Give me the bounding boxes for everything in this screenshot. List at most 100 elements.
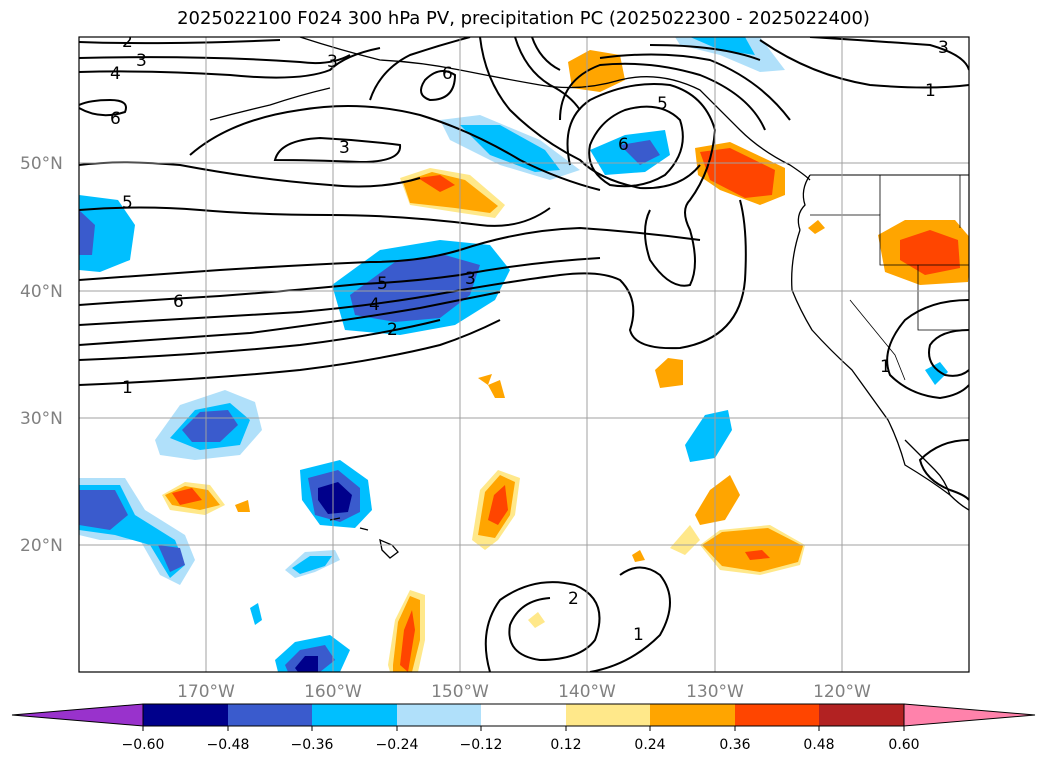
lat-label-30n: 30°N [20,409,63,429]
pv-contour [189,105,601,191]
pv-contour [599,53,791,121]
pv-contour [79,319,441,361]
precip-negative-anomalies [79,37,948,672]
precip-shade [418,175,455,192]
precip-shade [79,490,128,530]
pv-contour [589,566,671,672]
precip-shade [250,603,262,625]
colorbar: −0.60 −0.48 −0.36 −0.24 −0.12 0.12 0.24 … [11,703,1036,753]
pv-contour [566,83,717,287]
pv-contour [918,439,969,501]
colorbar-segment [650,704,735,726]
pv-contour [79,257,601,306]
colorbar-segment [143,704,228,726]
contour-label: 3 [938,38,949,58]
hawaii-islands [329,517,399,559]
precip-shade [158,545,185,572]
pv-contour [809,37,969,71]
colorbar-segment [312,704,397,726]
colorbar-segment [566,704,650,726]
precip-shade [900,230,960,275]
contour-label: 6 [442,64,453,84]
colorbar-frame [142,703,905,727]
pv-contour [420,70,457,102]
contour-label: 1 [633,625,644,645]
precip-shade [292,556,332,574]
precip-shade [460,125,560,172]
lon-label-140w: 140°W [558,682,616,702]
contour-label: 1 [880,357,891,377]
precip-shade [79,210,95,255]
colorbar-tick-label: 0.24 [634,737,665,753]
map-title: 2025022100 F024 300 hPa PV, precipitatio… [177,8,870,29]
pv-contour [588,105,684,188]
state-border-id [879,175,969,331]
state-border-wa-or [810,214,969,266]
coastline-west-us [791,229,969,511]
precip-shade [690,37,755,55]
precip-shade [400,610,415,672]
pv-contour [484,581,601,672]
pv-contour [79,54,351,65]
colorbar-tick-label: 0.36 [719,737,750,753]
contour-label: 6 [110,109,121,129]
contour-label: 3 [339,138,350,158]
pv-contour [886,299,969,400]
contour-label: 6 [618,135,629,155]
precip-shade [295,656,318,672]
precip-shade [702,528,803,572]
pv-contour [928,329,969,377]
precip-shade [478,374,492,385]
colorbar-tick-label: 0.60 [888,737,919,753]
coastline-baja [904,439,951,496]
contour-label: 2 [568,589,579,609]
lat-label-20n: 20°N [20,536,63,556]
contour-label: 1 [122,378,133,398]
colorbar-tick-label: −0.12 [460,737,503,753]
colorbar-segment [819,704,904,726]
colorbar-tick-label: 0.12 [550,737,581,753]
longitude-labels: 170°W 160°W 150°W 140°W 130°W 120°W [177,682,871,702]
contour-label: 2 [387,320,398,340]
contour-label: 3 [465,269,476,289]
colorbar-segment [228,704,312,726]
pv-contour [79,47,381,79]
contour-label: 3 [327,52,338,72]
pv-contour [369,37,471,101]
precip-shade [568,50,625,92]
colorbar-segment [481,704,566,726]
lat-label-50n: 50°N [20,154,63,174]
pv-contour [79,206,551,227]
contour-label: 5 [657,94,668,114]
lon-label-120w: 120°W [813,682,871,702]
precip-shade [695,475,740,525]
state-border-ca-nv [849,299,906,381]
pv-contour [79,199,747,350]
colorbar-extend-low [11,703,144,727]
precip-positive-anomalies [162,50,969,672]
pv-contour [649,44,761,61]
coastline-aleutians [209,87,331,121]
coastline-bc [797,174,811,231]
precip-shade [172,488,202,505]
precip-shade [528,612,545,628]
pv-contour [514,37,581,111]
precip-shade [235,500,250,512]
precip-shade [670,525,700,555]
precip-shade [925,362,948,385]
contour-label: 1 [925,81,936,101]
precip-shade [675,37,785,72]
lon-label-130w: 130°W [686,682,744,702]
colorbar-segment [735,704,819,726]
graticule [79,37,969,672]
precip-shade [488,485,508,525]
contour-label: 6 [173,292,184,312]
pv-contour [79,98,127,117]
precip-shade [632,550,645,562]
contour-labels: 2 3 4 6 3 6 5 3 6 5 4 2 3 1 5 6 3 1 1 2 … [110,37,949,645]
colorbar-tick-label: −0.24 [376,737,419,753]
precip-shade [79,195,135,272]
precip-shade [655,358,683,388]
precip-shade [620,140,660,165]
